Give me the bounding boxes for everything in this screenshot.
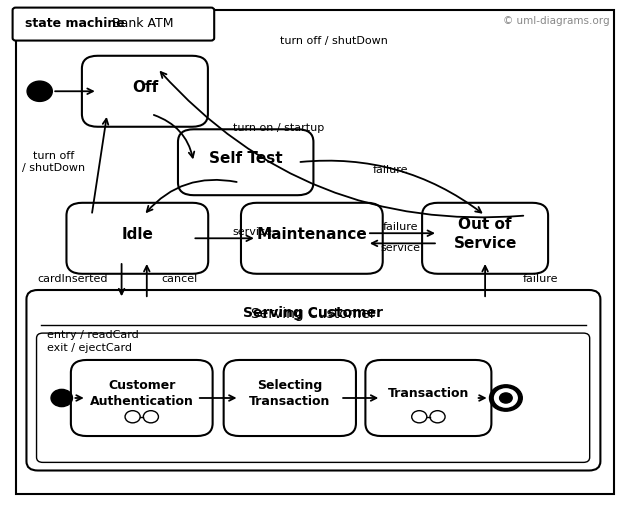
FancyBboxPatch shape bbox=[82, 56, 208, 127]
Text: Bank ATM: Bank ATM bbox=[108, 17, 174, 30]
Text: Serving Customer: Serving Customer bbox=[251, 307, 375, 321]
Text: Self Test: Self Test bbox=[209, 151, 282, 166]
Text: turn off
/ shutDown: turn off / shutDown bbox=[22, 152, 85, 173]
FancyBboxPatch shape bbox=[178, 129, 314, 195]
Circle shape bbox=[27, 81, 52, 101]
Text: cardInserted: cardInserted bbox=[37, 274, 108, 284]
FancyBboxPatch shape bbox=[241, 203, 382, 274]
Text: Off: Off bbox=[132, 80, 158, 95]
Text: © uml-diagrams.org: © uml-diagrams.org bbox=[503, 16, 610, 26]
Text: failure: failure bbox=[373, 165, 408, 175]
FancyBboxPatch shape bbox=[365, 360, 491, 436]
Circle shape bbox=[495, 389, 517, 407]
Text: Selecting
Transaction: Selecting Transaction bbox=[249, 379, 331, 409]
Text: cancel: cancel bbox=[161, 274, 198, 284]
Circle shape bbox=[51, 389, 72, 407]
Text: Serving Customer: Serving Customer bbox=[243, 306, 384, 320]
Text: turn on / startup: turn on / startup bbox=[233, 123, 324, 133]
Text: service: service bbox=[380, 243, 420, 254]
Text: Customer
Authentication: Customer Authentication bbox=[90, 379, 193, 409]
Text: Transaction: Transaction bbox=[387, 387, 469, 401]
Text: turn off / shutDown: turn off / shutDown bbox=[280, 35, 388, 46]
FancyBboxPatch shape bbox=[422, 203, 548, 274]
FancyBboxPatch shape bbox=[13, 8, 214, 41]
Text: Maintenance: Maintenance bbox=[256, 227, 367, 242]
FancyBboxPatch shape bbox=[67, 203, 208, 274]
Text: service: service bbox=[232, 227, 272, 237]
Text: entry / readCard
exit / ejectCard: entry / readCard exit / ejectCard bbox=[47, 330, 139, 353]
Circle shape bbox=[500, 393, 512, 403]
FancyBboxPatch shape bbox=[16, 10, 614, 494]
Text: state machine: state machine bbox=[25, 17, 125, 30]
FancyBboxPatch shape bbox=[224, 360, 356, 436]
Text: failure: failure bbox=[523, 274, 558, 284]
Text: Out of
Service: Out of Service bbox=[454, 218, 517, 251]
Text: failure: failure bbox=[382, 222, 418, 232]
FancyBboxPatch shape bbox=[71, 360, 213, 436]
FancyBboxPatch shape bbox=[26, 290, 600, 470]
Text: Idle: Idle bbox=[122, 227, 153, 242]
FancyBboxPatch shape bbox=[37, 333, 590, 462]
Circle shape bbox=[490, 385, 522, 411]
